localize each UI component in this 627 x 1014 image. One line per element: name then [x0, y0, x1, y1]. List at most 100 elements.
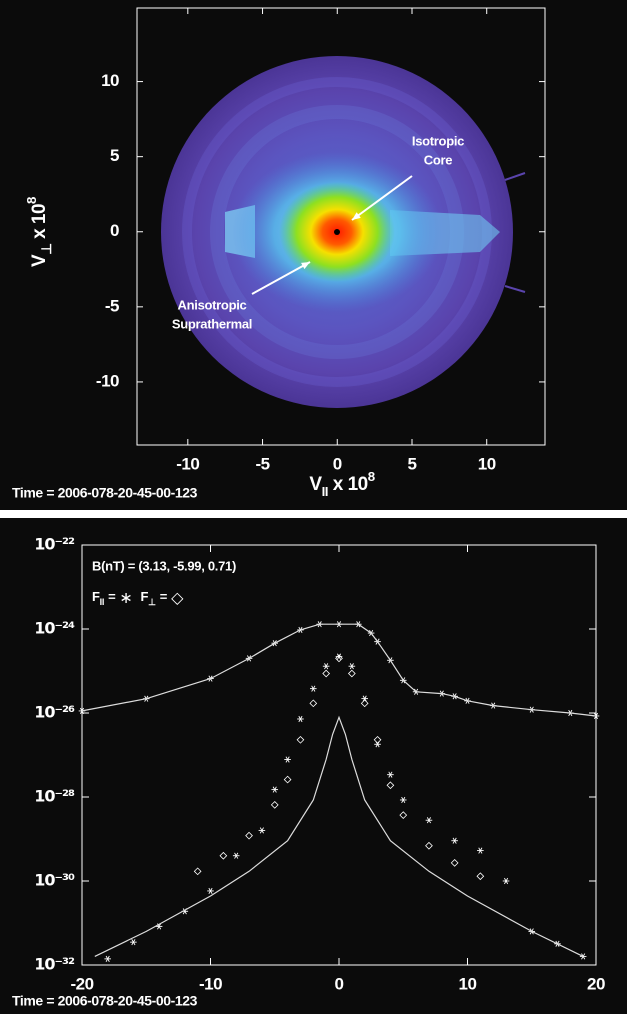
y-tick-label: 10⁻²²: [34, 535, 75, 554]
star-stroke: [426, 817, 431, 824]
label-base: V: [309, 474, 322, 495]
plot-frame: [136, 7, 546, 446]
diamond-marker: [399, 811, 408, 820]
arrow-head: [352, 212, 361, 220]
footer: Time = 2006-078-20-45-00-123: [12, 485, 198, 501]
star-stroke: [401, 796, 406, 804]
arrow-head: [301, 262, 310, 270]
y-tick-label: -5: [105, 296, 119, 315]
star-stroke: [581, 953, 586, 960]
diamond-marker: [296, 735, 305, 744]
star-stroke: [324, 663, 329, 670]
y-tick-label: 0: [110, 221, 119, 240]
distribution-image: [161, 56, 526, 408]
label-text: x 10: [328, 474, 368, 495]
label-superscript: 8: [24, 197, 39, 204]
annotation: B(nT) = (3.13, -5.99, 0.71): [92, 558, 236, 573]
x-tick-label: -10: [176, 454, 199, 473]
x-tick-label: 20: [587, 974, 605, 993]
star-marker: [361, 695, 368, 702]
star-stroke: [234, 852, 239, 859]
star-stroke: [504, 877, 509, 885]
star-marker: [579, 953, 587, 960]
star-marker: [502, 877, 510, 885]
y-tick-label: -10: [96, 371, 119, 390]
star-marker: [258, 827, 266, 834]
annotation-arrow: [351, 175, 413, 221]
label-base: V: [29, 254, 50, 267]
diamond-marker: [386, 781, 395, 790]
star-marker: [451, 837, 458, 844]
diamond-marker: [309, 699, 318, 708]
star-stroke: [336, 653, 342, 660]
x-tick-label: -20: [70, 974, 93, 993]
legend-text: =: [160, 589, 168, 604]
y-tick-label: 10⁻²⁸: [34, 787, 75, 806]
rim-mark: [504, 172, 526, 181]
annotation: Anisotropic: [178, 297, 247, 312]
x-tick-label: -5: [255, 454, 269, 473]
diamond-marker: [335, 654, 343, 663]
label-subscript: ⊥: [39, 244, 54, 255]
diamond-marker: [193, 867, 202, 876]
diamond-marker: [347, 669, 356, 678]
star-marker: [322, 663, 330, 670]
x-axis-label: VII x 108: [309, 469, 374, 499]
diamond-marker: [476, 872, 485, 881]
y-tick-label: 10: [101, 71, 119, 90]
x-tick-label: -10: [199, 974, 222, 993]
star-stroke: [362, 695, 367, 702]
label-subscript: II: [322, 484, 328, 499]
annotation-arrow: [251, 261, 311, 295]
star-stroke: [349, 663, 354, 670]
diamond-marker: [373, 735, 382, 744]
star-marker: [387, 771, 394, 778]
x-tick-label: 0: [333, 454, 342, 473]
diamond-marker: [425, 841, 433, 850]
star-marker: [310, 685, 317, 692]
star-marker: [477, 847, 484, 854]
annotation: Suprathermal: [172, 316, 252, 331]
diamond-marker: [219, 851, 228, 860]
star-marker: [297, 715, 304, 723]
star-stroke: [105, 955, 110, 962]
fit-line: [81, 623, 597, 717]
y-tick-label: 10⁻³²: [34, 955, 75, 974]
y-tick-label: 10⁻³⁰: [34, 871, 75, 890]
origin-dot: [334, 229, 340, 235]
rim-mark: [504, 285, 526, 293]
legend-label: F: [141, 589, 149, 604]
legend-label: F: [92, 589, 100, 604]
y-tick-label: 5: [110, 146, 119, 165]
star-stroke: [79, 707, 85, 715]
star-stroke: [131, 939, 136, 946]
panel-background: [0, 518, 627, 1014]
legend: FII = ∗ F⊥ = ◇: [92, 588, 184, 608]
diamond-marker: [283, 775, 292, 784]
diamond-marker: [270, 800, 279, 809]
annotation: Core: [424, 152, 452, 167]
star-stroke: [478, 847, 483, 854]
x-tick-label: 10: [459, 974, 477, 993]
star-marker: [284, 756, 291, 763]
legend-marker: ◇: [171, 588, 184, 607]
star-stroke: [311, 685, 316, 692]
footer: Time = 2006-078-20-45-00-123: [12, 993, 198, 1009]
star-stroke: [157, 923, 162, 930]
star-marker: [104, 955, 111, 962]
star-stroke: [388, 771, 393, 778]
star-marker: [425, 817, 433, 824]
star-marker: [271, 786, 279, 793]
diamond-marker: [360, 699, 369, 708]
diamond-marker: [450, 859, 459, 867]
star-stroke: [298, 715, 303, 723]
y-axis-label: V⊥ x 108: [24, 197, 54, 267]
star-marker: [348, 663, 356, 670]
star-marker: [130, 939, 137, 946]
star-stroke: [285, 756, 290, 763]
x-tick-label: 0: [335, 974, 344, 993]
x-tick-label: 5: [408, 454, 417, 473]
diamond-marker: [245, 831, 253, 840]
star-marker: [232, 852, 240, 859]
